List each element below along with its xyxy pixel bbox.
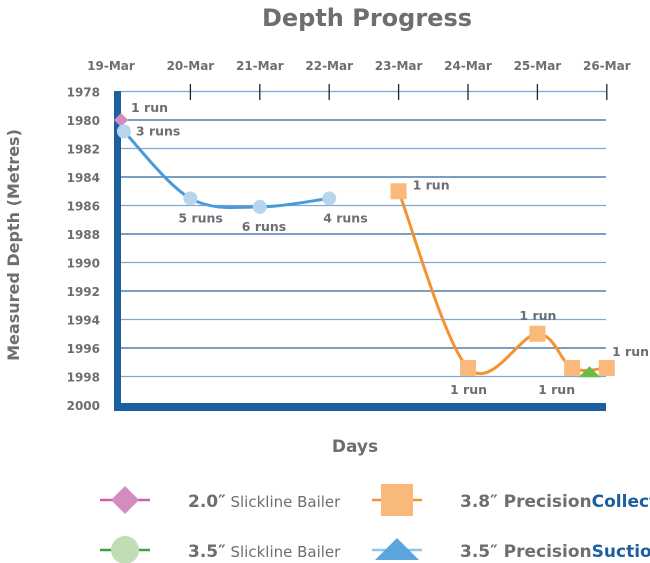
x-axis-label: Days [332, 437, 378, 457]
y-tick-label: 1998 [67, 371, 100, 385]
y-tick-label: 1996 [67, 342, 100, 356]
x-tick-label: 20-Mar [167, 59, 215, 73]
x-axis-bar [114, 403, 606, 411]
y-tick-label: 1990 [67, 257, 100, 271]
legend-entry: 2.0″ Slickline Bailer [188, 492, 341, 512]
data-label: 6 runs [242, 219, 286, 234]
data-point-circle [183, 191, 198, 206]
y-tick-label: 1984 [67, 171, 100, 185]
legend-name-rest: Slickline Bailer [226, 493, 341, 511]
legend-marker-diamond [111, 486, 139, 514]
x-tick-label: 23-Mar [375, 59, 423, 73]
x-tick-label: 21-Mar [236, 59, 284, 73]
data-label: 5 runs [178, 210, 222, 225]
data-label: 1 run [519, 308, 556, 323]
legend-entry: 3.8″ PrecisionCollector [460, 492, 650, 512]
data-point-circle [322, 191, 337, 206]
y-tick-label: 1986 [67, 200, 100, 214]
y-tick-label: 1994 [67, 314, 100, 328]
data-point-square [529, 325, 546, 342]
data-point-diamond [114, 113, 128, 127]
y-tick-label: 1982 [67, 143, 100, 157]
data-label: 3 runs [136, 123, 180, 138]
y-axis-label: Measured Depth (Metres) [4, 129, 23, 361]
x-tick-label: 22-Mar [305, 59, 353, 73]
data-label: 1 run [413, 177, 450, 192]
legend-name-rest: Slickline Bailer [226, 543, 341, 561]
y-tick-label: 1992 [67, 285, 100, 299]
chart-title: Depth Progress [262, 4, 472, 32]
legend-name-bold: 3.8″ Precision [460, 492, 592, 512]
series-line [397, 190, 607, 376]
x-tick-label: 26-Mar [583, 59, 631, 73]
x-tick-label: 24-Mar [444, 59, 492, 73]
data-point-square [460, 359, 476, 376]
data-point-triangle [578, 366, 601, 378]
legend-marker-triangle [375, 538, 419, 560]
legend-name-accent: Collector [592, 492, 650, 512]
data-point-square [390, 183, 407, 200]
legend-name-bold: 2.0″ [188, 492, 226, 512]
legend-marker-square [381, 484, 413, 516]
legend-name-bold: 3.5″ Precision [460, 542, 592, 562]
legend-marker-circle [111, 536, 139, 563]
series-line [122, 130, 330, 210]
legend-name-accent: Suction [592, 542, 650, 562]
legend-entry: 3.5″ PrecisionSuction [460, 542, 650, 562]
y-tick-label: 2000 [67, 399, 100, 413]
data-label: 1 run [612, 344, 649, 359]
legend-entry: 3.5″ Slickline Bailer [188, 542, 341, 562]
data-point-circle [116, 124, 131, 139]
data-point-circle [252, 199, 267, 214]
legend-name-bold: 3.5″ [188, 542, 226, 562]
data-label: 1 run [538, 382, 575, 397]
y-tick-label: 1980 [67, 114, 100, 128]
y-tick-label: 1978 [67, 86, 100, 100]
y-axis-bar [114, 91, 121, 411]
data-point-square [598, 359, 615, 376]
data-label: 1 run [450, 382, 487, 397]
x-tick-label: 25-Mar [514, 59, 562, 73]
data-point-square [564, 359, 581, 376]
data-label: 1 run [131, 100, 168, 115]
y-tick-label: 1988 [67, 228, 100, 242]
x-tick-label: 19-Mar [87, 59, 135, 73]
data-label: 4 runs [323, 210, 367, 225]
